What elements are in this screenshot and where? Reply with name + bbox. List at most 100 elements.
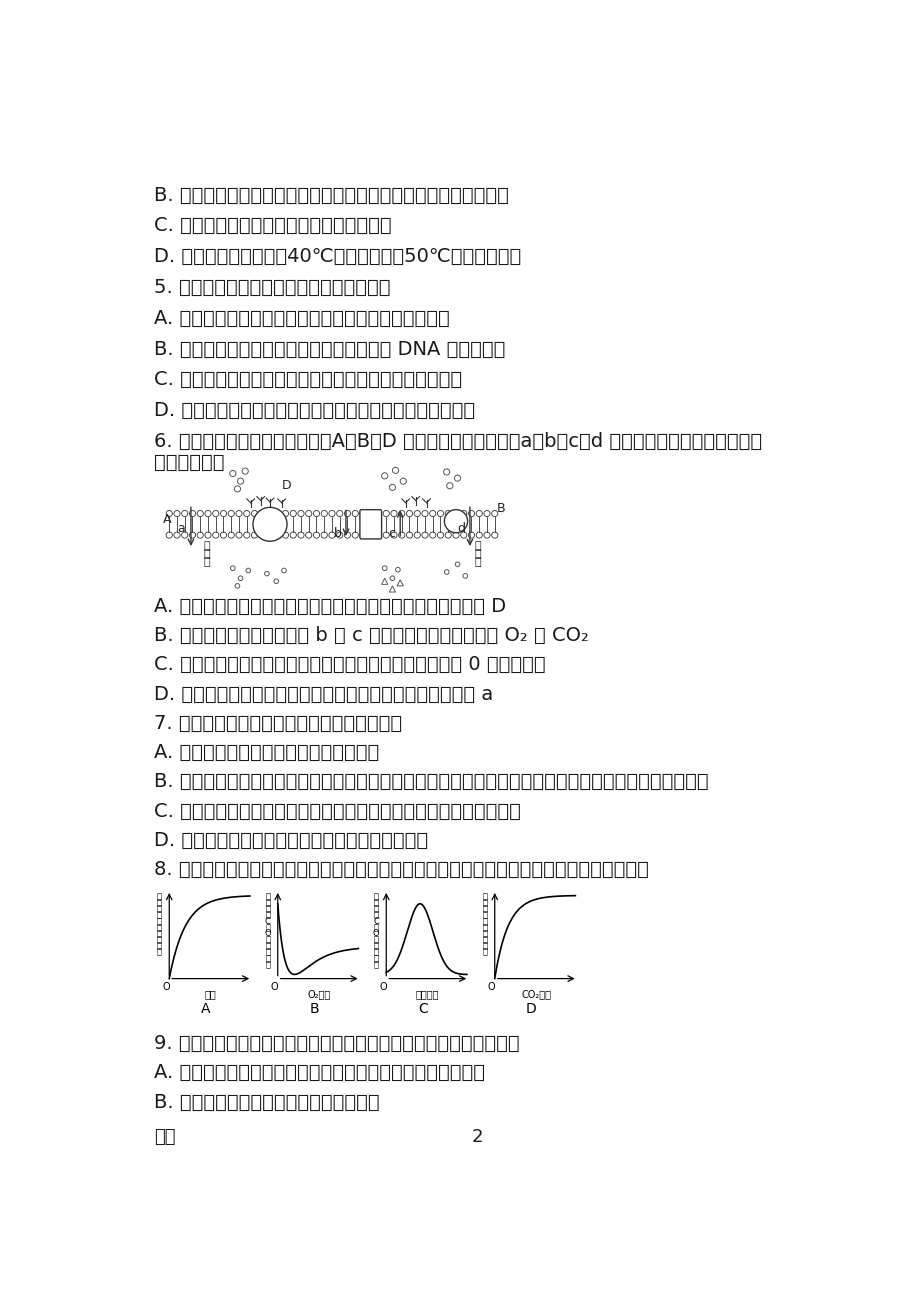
Circle shape: [205, 533, 210, 538]
Text: C. 研磨胡萝卜获得提取液，用斐林试剂检测其中的还原糖: C. 研磨胡萝卜获得提取液，用斐林试剂检测其中的还原糖: [153, 370, 461, 389]
Circle shape: [221, 510, 226, 517]
Text: 小: 小: [156, 898, 162, 907]
Text: 度: 度: [156, 941, 162, 950]
Circle shape: [166, 510, 172, 517]
Circle shape: [483, 533, 490, 538]
Circle shape: [429, 510, 436, 517]
Circle shape: [491, 510, 497, 517]
Circle shape: [429, 533, 436, 538]
Text: C: C: [373, 917, 379, 926]
Text: 呼: 呼: [265, 948, 270, 957]
Text: D: D: [526, 1001, 536, 1016]
Circle shape: [422, 533, 427, 538]
Circle shape: [391, 510, 397, 517]
Text: O: O: [372, 930, 379, 939]
Circle shape: [382, 533, 389, 538]
Circle shape: [445, 510, 451, 517]
Text: 量: 量: [373, 954, 379, 963]
Text: 细: 细: [203, 542, 210, 551]
Text: D: D: [282, 479, 291, 492]
Text: 光: 光: [482, 948, 487, 957]
Text: O: O: [487, 982, 495, 992]
Circle shape: [275, 533, 280, 538]
Circle shape: [237, 478, 244, 484]
Circle shape: [235, 583, 240, 589]
Circle shape: [205, 510, 210, 517]
Circle shape: [189, 510, 196, 517]
Circle shape: [406, 510, 412, 517]
Circle shape: [400, 478, 406, 484]
Text: 光: 光: [156, 948, 162, 957]
Text: 子: 子: [373, 935, 379, 944]
Circle shape: [437, 510, 443, 517]
Text: 苗: 苗: [482, 935, 487, 944]
Text: 外: 外: [203, 557, 210, 566]
Text: 作: 作: [265, 892, 270, 901]
Circle shape: [244, 510, 250, 517]
Circle shape: [212, 533, 219, 538]
Circle shape: [452, 533, 459, 538]
Text: A: A: [200, 1001, 210, 1016]
Text: CO₂浓度: CO₂浓度: [521, 990, 550, 1000]
Text: O: O: [270, 982, 278, 992]
Circle shape: [242, 469, 248, 474]
Text: A. 破伤风杆菌可进行有氧呼吸和无氧呼吸: A. 破伤风杆菌可进行有氧呼吸和无氧呼吸: [153, 743, 379, 762]
Circle shape: [455, 562, 460, 566]
Circle shape: [454, 475, 460, 482]
Text: 麦: 麦: [482, 911, 487, 919]
Text: 2: 2: [471, 1128, 482, 1146]
Text: 强: 强: [482, 930, 487, 939]
Circle shape: [267, 533, 273, 538]
Circle shape: [460, 510, 466, 517]
Circle shape: [244, 533, 250, 538]
Text: b: b: [333, 527, 341, 540]
Circle shape: [313, 510, 319, 517]
Circle shape: [414, 510, 420, 517]
Circle shape: [321, 510, 327, 517]
Text: 作: 作: [156, 905, 162, 914]
Text: 外: 外: [474, 557, 481, 566]
Text: c: c: [388, 527, 395, 540]
Text: 麦: 麦: [265, 911, 270, 919]
Circle shape: [289, 510, 296, 517]
Circle shape: [181, 510, 187, 517]
Text: 用: 用: [373, 905, 379, 914]
Text: D. 在图乙实验温度中，40℃酶活性最强，50℃时酶逐渐失活: D. 在图乙实验温度中，40℃酶活性最强，50℃时酶逐渐失活: [153, 247, 520, 266]
FancyBboxPatch shape: [359, 509, 381, 539]
Circle shape: [468, 533, 474, 538]
Circle shape: [289, 533, 296, 538]
Circle shape: [395, 568, 400, 572]
Circle shape: [352, 533, 358, 538]
Text: 吸: 吸: [373, 960, 379, 969]
Text: 作: 作: [373, 892, 379, 901]
Text: D. 若该图表示人体红细胞膜，则葡萄糖进入该细胞的方式为 a: D. 若该图表示人体红细胞膜，则葡萄糖进入该细胞的方式为 a: [153, 685, 493, 703]
Circle shape: [375, 510, 381, 517]
Circle shape: [382, 566, 387, 570]
Circle shape: [414, 533, 420, 538]
Circle shape: [329, 510, 335, 517]
Circle shape: [444, 509, 467, 533]
Text: D. 肌细胞内的肌质体是由大量的变形的内质网组成: D. 肌细胞内的肌质体是由大量的变形的内质网组成: [153, 831, 427, 850]
Circle shape: [197, 533, 203, 538]
Text: 强: 强: [156, 930, 162, 939]
Text: 5. 下列实验中，对实验材料的选择合理的是: 5. 下列实验中，对实验材料的选择合理的是: [153, 277, 390, 297]
Circle shape: [265, 572, 269, 575]
Circle shape: [368, 533, 373, 538]
Text: C: C: [417, 1001, 427, 1016]
Text: 幼: 幼: [482, 923, 487, 932]
Circle shape: [253, 508, 287, 542]
Text: 苗: 苗: [156, 935, 162, 944]
Circle shape: [476, 533, 482, 538]
Text: a: a: [176, 522, 185, 535]
Circle shape: [234, 486, 240, 492]
Text: 胞: 胞: [203, 549, 210, 559]
Text: 种: 种: [373, 923, 379, 932]
Circle shape: [344, 533, 350, 538]
Text: B. 探究酵母菌细胞呼吸的方式的实验属于对比实验，其中有氧呼吸组属于对照组，无氧呼吸组属于实验组: B. 探究酵母菌细胞呼吸的方式的实验属于对比实验，其中有氧呼吸组属于对照组，无氧…: [153, 772, 708, 792]
Text: O: O: [264, 930, 271, 939]
Text: B. 若该图表示肌细胞膜，则 b 和 c 过程运输的气体可分别是 O₂ 和 CO₂: B. 若该图表示肌细胞膜，则 b 和 c 过程运输的气体可分别是 O₂ 和 CO…: [153, 626, 588, 644]
Text: 小: 小: [265, 898, 270, 907]
Text: 用: 用: [156, 917, 162, 926]
Text: 小: 小: [482, 898, 487, 907]
Circle shape: [452, 510, 459, 517]
